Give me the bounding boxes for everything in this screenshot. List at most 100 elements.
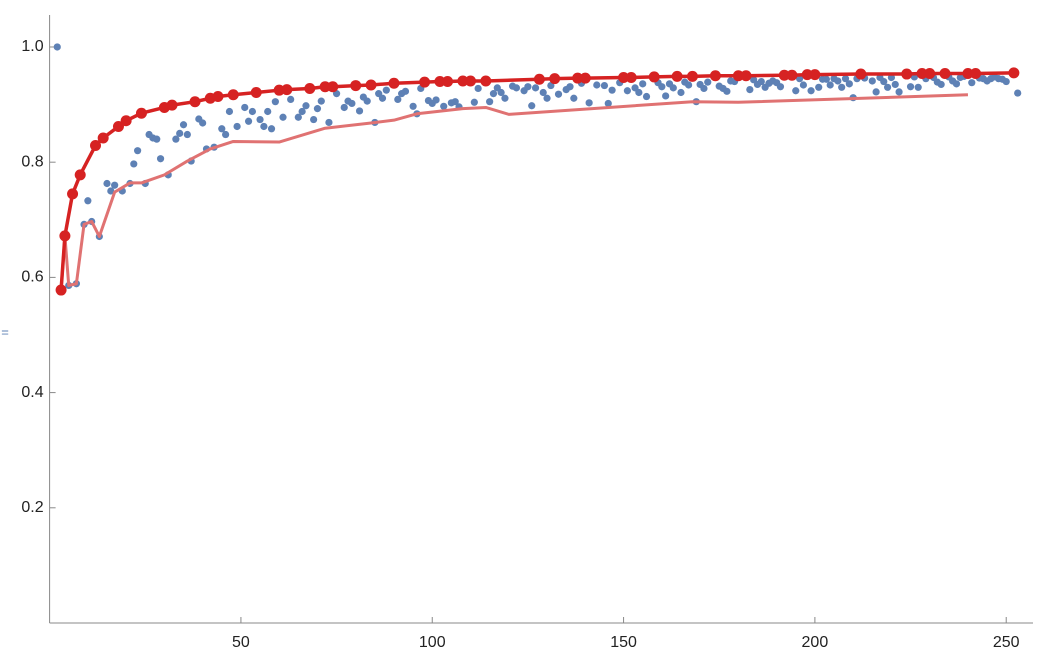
point	[795, 75, 804, 83]
point	[709, 70, 721, 82]
point	[394, 95, 402, 103]
point	[111, 181, 119, 189]
point	[792, 87, 800, 95]
point	[107, 187, 115, 195]
point	[512, 84, 521, 92]
point	[939, 67, 951, 79]
point	[543, 94, 551, 102]
point	[153, 135, 161, 143]
point	[740, 70, 752, 82]
point	[419, 76, 431, 88]
point	[658, 83, 666, 91]
point	[432, 96, 440, 104]
point	[501, 94, 509, 102]
point	[256, 115, 264, 124]
point	[625, 72, 637, 84]
point	[786, 69, 798, 81]
point	[801, 69, 813, 81]
point	[241, 103, 249, 112]
point	[365, 79, 377, 91]
point	[662, 92, 670, 100]
point	[916, 67, 928, 79]
point	[134, 147, 142, 155]
point	[271, 98, 279, 106]
point	[189, 96, 201, 108]
point	[363, 97, 371, 105]
point	[401, 87, 410, 95]
point	[53, 43, 61, 51]
point	[524, 83, 532, 91]
point	[539, 88, 547, 97]
point	[279, 113, 287, 121]
point	[103, 179, 111, 188]
point	[244, 117, 253, 125]
point	[298, 107, 306, 116]
point	[937, 80, 945, 89]
point	[554, 90, 563, 98]
point	[776, 83, 785, 91]
point	[704, 78, 712, 86]
point	[166, 99, 178, 111]
point	[84, 197, 92, 205]
point	[799, 81, 808, 89]
point	[59, 230, 71, 242]
point	[700, 84, 708, 93]
point	[572, 72, 584, 84]
point	[260, 122, 268, 131]
point	[112, 120, 124, 132]
series-line	[59, 71, 1014, 291]
point	[924, 67, 936, 79]
point	[669, 84, 677, 92]
point	[348, 99, 356, 108]
point	[409, 102, 417, 110]
point	[914, 83, 922, 91]
point	[639, 80, 647, 88]
y-tick-label: 1.0	[21, 38, 43, 55]
point	[855, 68, 867, 80]
point	[486, 98, 494, 106]
point	[1002, 77, 1010, 86]
point	[566, 83, 574, 91]
point	[531, 84, 540, 92]
point	[883, 83, 892, 91]
point	[757, 77, 765, 86]
point	[281, 84, 293, 96]
point	[677, 88, 685, 97]
point	[440, 102, 448, 110]
point	[378, 94, 387, 102]
point	[834, 77, 842, 85]
point	[686, 70, 698, 82]
point	[302, 102, 310, 110]
point	[434, 76, 446, 88]
point	[901, 68, 913, 80]
y-axis-label: =	[1, 324, 9, 339]
point	[732, 70, 744, 82]
point	[55, 284, 67, 296]
point	[130, 160, 138, 168]
point	[826, 81, 834, 89]
point	[593, 81, 601, 89]
point	[382, 86, 390, 94]
point	[451, 98, 459, 106]
point	[822, 75, 830, 83]
point	[327, 81, 339, 93]
point	[67, 188, 79, 200]
point	[648, 71, 660, 83]
y-tick-label: 0.8	[21, 153, 43, 170]
point	[604, 99, 612, 108]
point	[570, 94, 578, 102]
point	[671, 70, 683, 82]
point	[313, 105, 322, 113]
point	[222, 130, 230, 139]
point	[120, 115, 132, 127]
point	[746, 86, 754, 94]
point	[585, 99, 593, 107]
point	[841, 75, 850, 83]
point	[845, 80, 853, 88]
point	[778, 69, 790, 81]
point	[642, 92, 651, 101]
point	[90, 139, 102, 151]
point	[183, 130, 191, 139]
point	[267, 125, 276, 133]
